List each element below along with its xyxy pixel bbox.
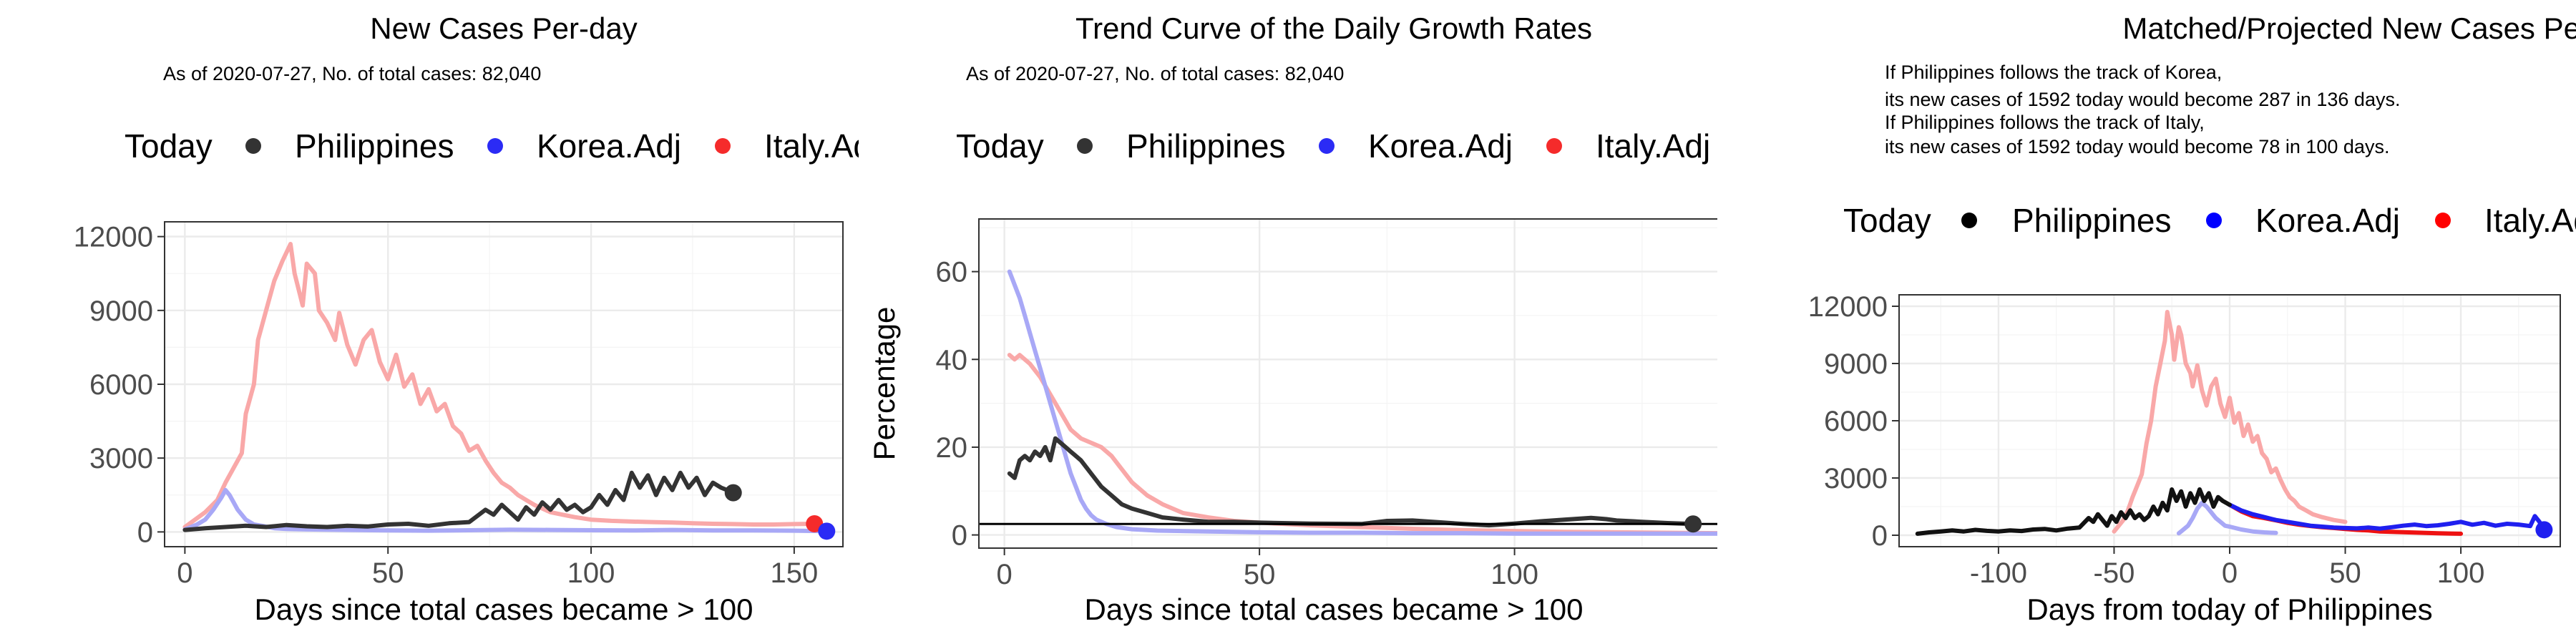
x-tick-label: 0 [177, 557, 192, 589]
chart-subtitle: As of 2020-07-27, No. of total cases: 82… [966, 63, 1344, 84]
series-line-korea-adj [1007, 269, 1717, 536]
axis-ticks: 0 50 100 150 0 3000 6000 9000 12000 [74, 222, 818, 589]
legend-title: Today [1843, 202, 1931, 239]
x-axis-title: Days since total cases became > 100 [255, 592, 753, 626]
x-axis-title: Days from today of Philippines [2026, 592, 2432, 626]
x-tick-label: 100 [567, 557, 615, 589]
series-line-italy-adj [182, 242, 817, 530]
legend-label-philippines: Philippines [295, 127, 454, 165]
grid [165, 222, 843, 547]
series-line-philippines [1007, 436, 1696, 528]
y-tick-label: 9000 [89, 296, 153, 327]
x-tick-label: 150 [771, 557, 819, 589]
legend-label-philippines: Philippines [2012, 202, 2171, 239]
chart-title: Trend Curve of the Daily Growth Rates [1075, 11, 1592, 45]
legend: Today Philippines Korea.Adj Italy.Adj [125, 127, 859, 165]
y-tick-label: 12000 [1808, 291, 1888, 323]
series-line-italy-adj [1007, 353, 1717, 536]
projection-note-line-4: its new cases of 1592 today would become… [1885, 136, 2389, 157]
legend-key-korea [1319, 138, 1335, 154]
legend-key-korea [487, 138, 503, 154]
series-line-philippines [1915, 487, 2232, 536]
y-tick-label: 0 [137, 517, 153, 548]
x-tick-label: -100 [1970, 557, 2027, 589]
legend-key-italy [715, 138, 731, 154]
y-tick-label: 0 [952, 520, 967, 552]
legend-key-philippines [1961, 213, 1977, 228]
projection-note-line-1: If Philippines follows the track of Kore… [1885, 62, 2222, 83]
series-line-korea-adj [182, 487, 829, 534]
y-tick-label: 6000 [89, 369, 153, 401]
legend-label-italy: Italy.Adj [764, 127, 859, 165]
legend-label-korea: Korea.Adj [1368, 127, 1513, 165]
x-tick-label: 100 [2437, 557, 2485, 589]
legend-key-philippines [1077, 138, 1093, 154]
x-tick-label: 50 [1244, 559, 1276, 590]
x-tick-label: 50 [372, 557, 404, 589]
legend-label-philippines: Philippines [1126, 127, 1285, 165]
x-tick-label: 0 [2222, 557, 2238, 589]
axis-ticks: -100 -50 0 50 100 0 3000 6000 9000 12000 [1808, 291, 2485, 589]
y-tick-label: 40 [936, 344, 968, 376]
legend: Today Philippines Korea.Adj Italy.Adj [956, 127, 1710, 165]
y-tick-label: 3000 [1824, 463, 1888, 494]
x-tick-label: 50 [2329, 557, 2361, 589]
today-points [2535, 521, 2553, 539]
x-tick-label: 0 [997, 559, 1013, 590]
series-line-philippines [182, 470, 736, 532]
new-cases-panel: New Cases Per-day As of 2020-07-27, No. … [74, 11, 859, 626]
today-points [1684, 515, 1702, 533]
axis-ticks: 0501001500204060 [936, 257, 1538, 590]
y-tick-label: 12000 [74, 222, 153, 253]
projection-note-line-3: If Philippines follows the track of Ital… [1885, 112, 2205, 133]
y-tick-label: 20 [936, 432, 968, 464]
y-tick-label: 60 [936, 257, 968, 288]
legend-label-italy: Italy.Adj [1596, 127, 1710, 165]
x-tick-label: 100 [1491, 559, 1538, 590]
x-axis-title: Days since total cases became > 100 [1085, 592, 1584, 626]
legend-label-korea: Korea.Adj [537, 127, 681, 165]
plot-border [978, 218, 1717, 549]
legend-key-italy [1546, 138, 1562, 154]
today-point-philippines [1684, 515, 1702, 533]
legend-key-korea [2206, 213, 2222, 228]
legend: Today Philippines Korea.Adj Italy.Adj [1843, 202, 2576, 239]
grid [979, 219, 1717, 548]
legend-label-italy: Italy.Adj [2484, 202, 2576, 239]
today-point-korea-adj [2535, 521, 2553, 539]
projected-cases-panel: Matched/Projected New Cases Per-day If P… [1808, 11, 2576, 626]
y-tick-label: 6000 [1824, 406, 1888, 437]
chart-subtitle: As of 2020-07-27, No. of total cases: 82… [163, 63, 541, 84]
series-layer [182, 242, 829, 534]
legend-key-italy [2435, 213, 2451, 228]
today-point-korea-adj [818, 522, 836, 540]
series-layer [1007, 269, 1717, 536]
series-layer [1915, 310, 2547, 536]
today-points [724, 484, 836, 540]
series-line-korea-adj [2228, 502, 2547, 532]
legend-title: Today [125, 127, 213, 165]
y-tick-label: 3000 [89, 443, 153, 474]
y-axis-title: Percentage [867, 307, 901, 461]
y-tick-label: 0 [1872, 520, 1888, 552]
projection-note-line-2: its new cases of 1592 today would become… [1885, 89, 2400, 110]
y-tick-label: 9000 [1824, 348, 1888, 380]
legend-key-philippines [245, 138, 261, 154]
legend-title: Today [956, 127, 1044, 165]
chart-title: Matched/Projected New Cases Per-day [2122, 11, 2576, 45]
grid [1899, 295, 2560, 547]
legend-label-korea: Korea.Adj [2255, 202, 2400, 239]
series-line-italy-adj [2112, 310, 2348, 534]
series-line-korea-adj [2176, 500, 2278, 536]
growth-rate-panel: Trend Curve of the Daily Growth Rates As… [867, 11, 1717, 626]
x-tick-label: -50 [2094, 557, 2135, 589]
chart-title: New Cases Per-day [370, 11, 637, 45]
today-point-philippines [724, 484, 742, 502]
